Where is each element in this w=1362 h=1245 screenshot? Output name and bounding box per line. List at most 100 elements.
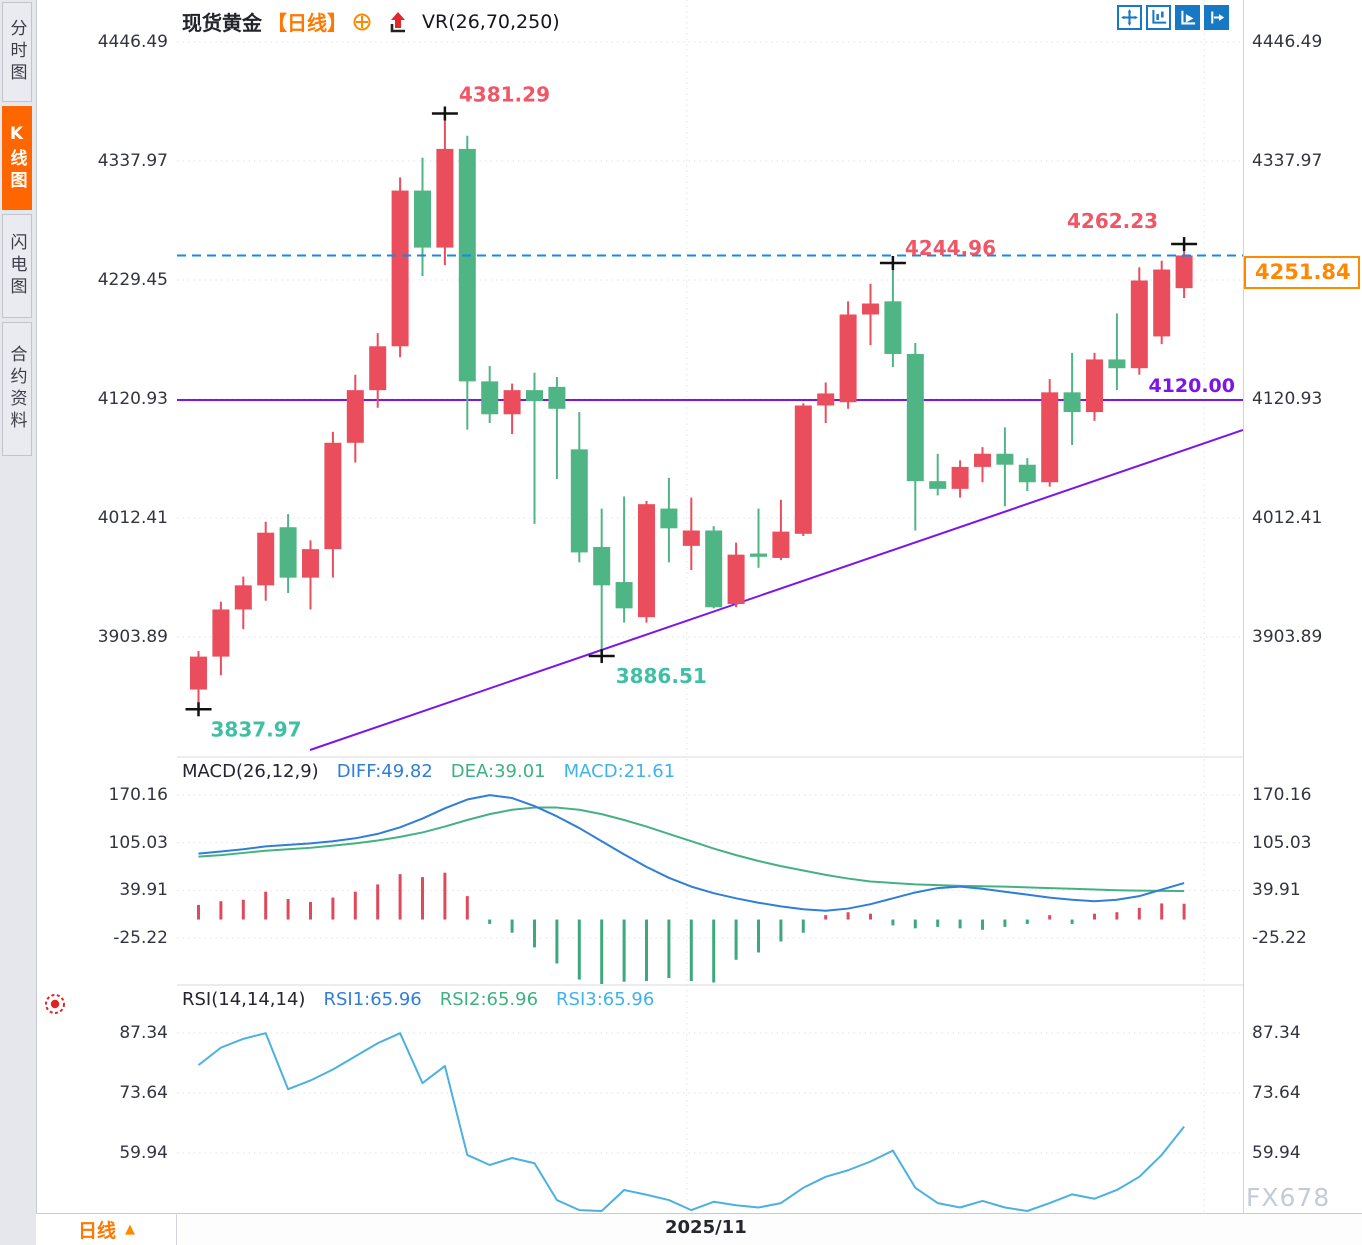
chart-toolbar <box>1117 5 1229 30</box>
period-selector-button[interactable]: 日线 ▲ <box>37 1213 177 1245</box>
axis-tick-label: 105.03 <box>108 832 168 853</box>
axis-tick-label: 59.94 <box>119 1143 168 1163</box>
axis-tick-label: 39.91 <box>1252 880 1301 901</box>
rsi2-value: RSI2:65.96 <box>439 989 539 1010</box>
candle <box>481 381 499 415</box>
candle <box>817 393 835 406</box>
candle <box>570 449 588 553</box>
candle <box>727 554 745 604</box>
candle <box>996 453 1014 465</box>
sidebar: 分时图 K线图 闪电图 合约资料 <box>0 0 37 1245</box>
rsi-panel-header: RSI(14,14,14) RSI1:65.96 RSI2:65.96 RSI3… <box>182 989 654 1010</box>
candle <box>346 390 364 443</box>
axis-tick-label: 3903.89 <box>97 627 168 647</box>
rsi3-value: RSI3:65.96 <box>556 989 655 1010</box>
axis-tick-label: 39.91 <box>119 880 168 901</box>
axis-tick-label: 4120.93 <box>1252 389 1323 409</box>
candle <box>234 585 252 610</box>
bottom-bar <box>36 1213 1362 1245</box>
right-price-axis: 4446.494337.974229.454120.934012.413903.… <box>1243 0 1362 1213</box>
rsi1-value: RSI1:65.96 <box>323 989 422 1010</box>
axis-tick-label: 73.64 <box>1252 1083 1301 1103</box>
candle <box>884 301 902 354</box>
chart-canvas[interactable]: 4120.00 4381.29 4244.96 4262.23 3837.97 3886.… <box>177 0 1243 1213</box>
axis-scale-icon[interactable] <box>1146 5 1171 30</box>
sidebar-item-contract-info[interactable]: 合约资料 <box>2 322 32 456</box>
candle <box>458 148 476 382</box>
rsi-settings-icon[interactable] <box>42 991 68 1021</box>
candle <box>1130 280 1148 369</box>
candle <box>705 530 723 608</box>
candle <box>526 390 543 402</box>
axis-tick-label: 4012.41 <box>97 508 168 528</box>
dropdown-arrow-icon: ▲ <box>125 1222 135 1237</box>
candle <box>302 549 319 578</box>
rsi-title: RSI(14,14,14) <box>182 989 306 1010</box>
candle <box>1041 392 1059 483</box>
symbol-title: 现货黄金 <box>182 11 262 35</box>
axis-tick-label: 105.03 <box>1252 832 1312 853</box>
macd-dea-value: DEA:39.01 <box>450 761 546 782</box>
candle <box>1153 269 1171 337</box>
indicator-up-arrow-icon <box>390 11 405 32</box>
overlay-indicator-label: VR(26,70,250) <box>422 10 560 33</box>
candle <box>951 466 969 489</box>
period-tag: 【日线】 <box>267 11 347 35</box>
axis-tick-label: 4446.49 <box>1252 32 1323 52</box>
sidebar-item-lightning-chart[interactable]: 闪电图 <box>2 214 32 318</box>
macd-macd-value: MACD:21.61 <box>563 761 676 782</box>
candle <box>794 405 812 534</box>
macd-diff-value: DIFF:49.82 <box>336 761 433 782</box>
axis-tick-label: -25.22 <box>113 928 168 948</box>
axis-tick-label: 4337.97 <box>97 151 168 171</box>
candle <box>391 190 409 347</box>
axis-tick-label: 4446.49 <box>97 32 168 52</box>
auto-fit-icon[interactable] <box>1175 5 1200 30</box>
candle <box>862 303 879 315</box>
chart-header: 现货黄金 【日线】 VR(26,70,250) <box>182 7 560 36</box>
candle <box>593 546 611 586</box>
sidebar-item-label: K线图 <box>6 123 27 193</box>
axis-tick-label: 170.16 <box>1252 785 1312 805</box>
sidebar-item-kline-chart[interactable]: K线图 <box>2 106 32 210</box>
candle <box>682 530 700 546</box>
candle <box>279 527 297 578</box>
crosshair-pan-icon[interactable] <box>1117 5 1142 30</box>
horizontal-level-label: 4120.00 <box>1148 375 1235 397</box>
axis-tick-label: 4012.41 <box>1252 508 1323 528</box>
sidebar-item-label: 分时图 <box>6 19 27 85</box>
sidebar-item-time-chart[interactable]: 分时图 <box>2 2 32 102</box>
x-axis-date-label: 2025/11 <box>665 1217 747 1238</box>
axis-tick-label: 170.16 <box>108 785 168 805</box>
axis-tick-label: 87.34 <box>119 1023 168 1043</box>
axis-tick-label: 4120.93 <box>97 389 168 409</box>
axis-tick-label: 73.64 <box>119 1083 168 1103</box>
axis-tick-label: 4229.45 <box>97 270 168 290</box>
price-annotation: 3886.51 <box>616 664 707 688</box>
axis-tick-label: 59.94 <box>1252 1143 1301 1163</box>
candle <box>1108 359 1126 369</box>
left-price-axis: 4446.49 4337.97 4229.45 4120.93 4012.41 3903.… <box>37 0 177 1213</box>
go-to-latest-icon[interactable] <box>1204 5 1229 30</box>
chart-plot-area[interactable]: 4120.00 4381.29 4244.96 4262.23 3837.97 3886.… <box>177 0 1243 1213</box>
compare-symbol-icon[interactable] <box>352 12 372 32</box>
price-annotation: 4262.23 <box>1067 209 1158 233</box>
candle <box>615 582 633 609</box>
watermark: FX678 <box>1246 1183 1331 1212</box>
candle <box>436 148 454 248</box>
candle <box>660 508 678 529</box>
candle <box>750 553 767 557</box>
candle <box>1086 359 1103 413</box>
period-selector-label: 日线 <box>77 1220 116 1242</box>
axis-tick-label: -25.22 <box>1252 928 1307 948</box>
macd-panel-header: MACD(26,12,9) DIFF:49.82 DEA:39.01 MACD:… <box>182 761 675 782</box>
axis-tick-label: 87.34 <box>1252 1023 1301 1043</box>
candle <box>369 346 387 391</box>
candle <box>414 190 431 248</box>
macd-title: MACD(26,12,9) <box>182 761 319 782</box>
candle <box>772 531 790 558</box>
price-annotation: 4381.29 <box>459 82 550 106</box>
candle <box>257 532 275 586</box>
sidebar-item-label: 闪电图 <box>6 233 27 299</box>
